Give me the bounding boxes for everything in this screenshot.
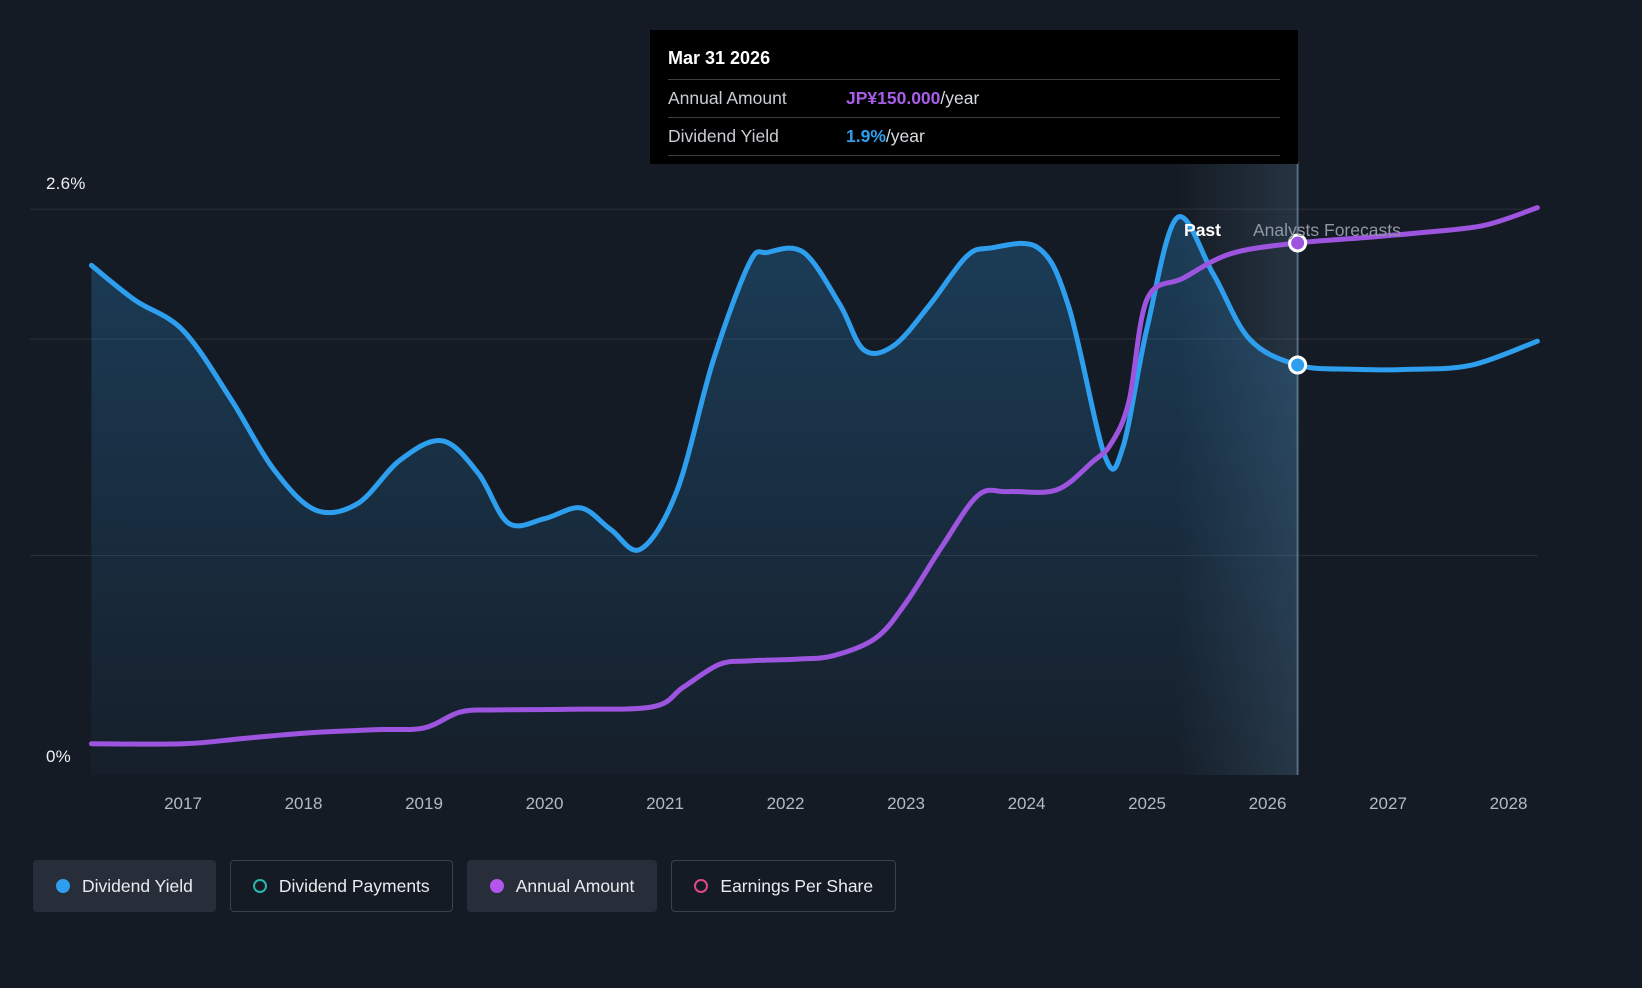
x-tick-label: 2026 [1248, 794, 1287, 813]
x-tick-label: 2025 [1128, 794, 1166, 813]
annual-amount-marker-icon [489, 879, 504, 893]
x-tick-label: 2027 [1369, 794, 1407, 813]
legend-label: Dividend Yield [82, 875, 193, 896]
tooltip-row-label: Dividend Yield [668, 126, 779, 146]
tooltip-row-value: 1.9%/year [846, 126, 925, 146]
y-axis-max-label: 2.6% [46, 174, 86, 193]
legend-item-annual-amount[interactable]: Annual Amount [466, 860, 658, 912]
tooltip: Mar 31 2026 Annual Amount JP¥150.000/yea… [650, 30, 1298, 164]
forecast-label: Analysts Forecasts [1253, 220, 1401, 240]
dividend-yield-area [91, 216, 1298, 775]
legend-label: Dividend Payments [278, 875, 430, 896]
legend-label: Earnings Per Share [720, 875, 874, 896]
tooltip-row-annual-amount: Annual Amount JP¥150.000/year [668, 79, 1280, 117]
y-axis-min-label: 0% [46, 747, 71, 766]
legend: Dividend Yield Dividend Payments Annual … [33, 860, 897, 912]
past-label: Past [1184, 220, 1221, 240]
dividend-payments-marker-icon [252, 879, 267, 893]
x-tick-label: 2017 [164, 794, 202, 813]
tooltip-row-dividend-yield: Dividend Yield 1.9%/year [668, 117, 1280, 156]
x-tick-label: 2024 [1007, 794, 1046, 813]
x-tick-label: 2020 [525, 794, 564, 813]
tooltip-date: Mar 31 2026 [668, 48, 771, 68]
x-tick-label: 2022 [766, 794, 805, 813]
x-tick-label: 2028 [1489, 794, 1528, 813]
annual-amount-line[interactable] [88, 205, 1540, 747]
legend-item-dividend-yield[interactable]: Dividend Yield [33, 860, 216, 912]
x-tick-label: 2023 [887, 794, 925, 813]
legend-item-earnings-per-share[interactable]: Earnings Per Share [671, 860, 897, 912]
tooltip-row-value: JP¥150.000/year [846, 88, 980, 108]
dividend-yield-line[interactable] [88, 214, 1540, 553]
x-tick-label: 2019 [405, 794, 443, 813]
marker-dot[interactable] [1288, 233, 1308, 253]
dividend-yield-marker-icon [56, 879, 70, 893]
x-tick-label: 2018 [284, 794, 323, 813]
tooltip-row-label: Annual Amount [668, 88, 787, 108]
legend-label: Annual Amount [515, 875, 635, 896]
earnings-per-share-marker-icon [694, 879, 709, 893]
x-tick-label: 2021 [646, 794, 684, 813]
legend-item-dividend-payments[interactable]: Dividend Payments [229, 860, 453, 912]
marker-dot[interactable] [1288, 355, 1308, 375]
today-band [1177, 162, 1298, 775]
